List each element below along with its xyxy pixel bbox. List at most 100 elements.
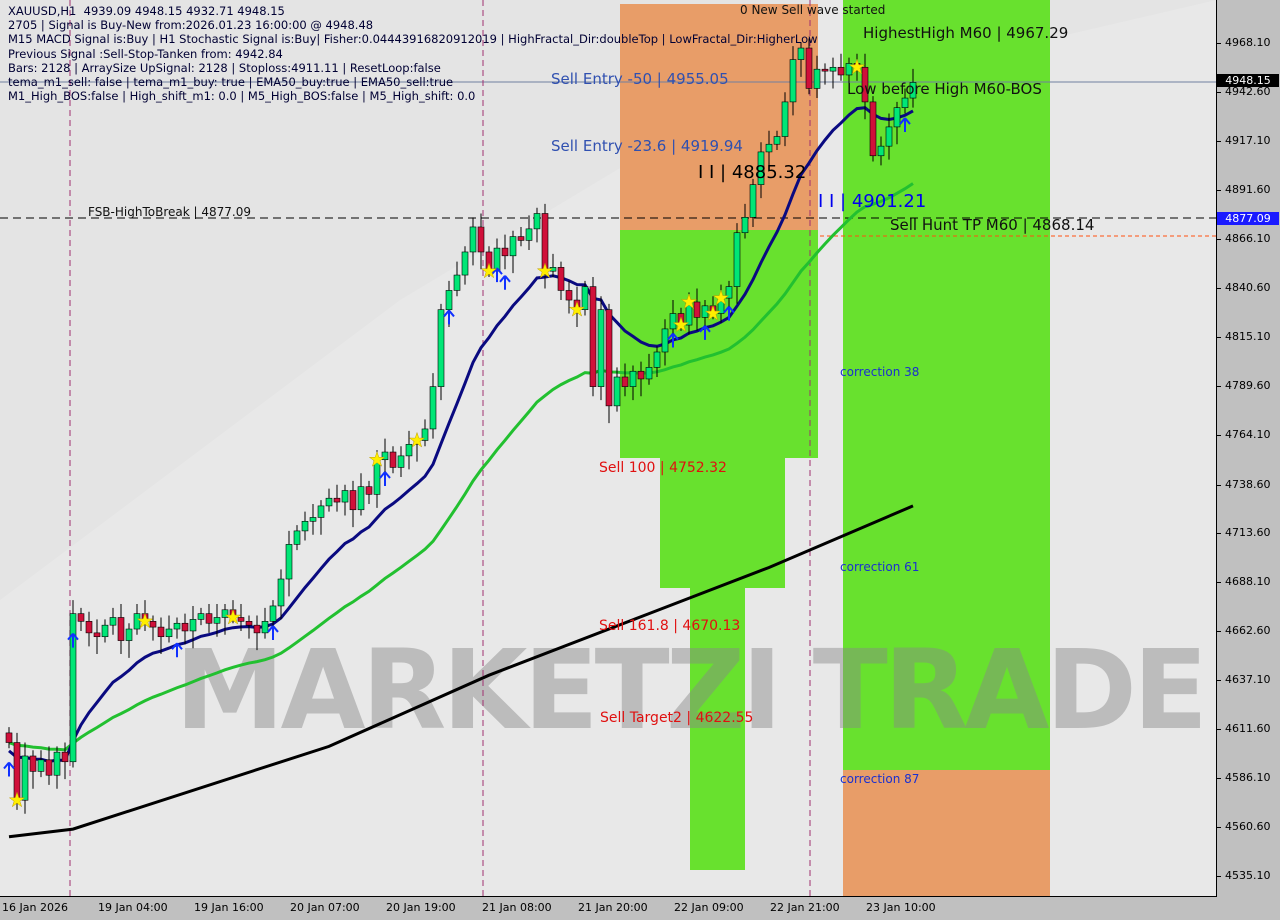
candle	[109, 607, 117, 635]
buy-arrow-icon	[499, 275, 511, 290]
signal-star-icon	[712, 289, 730, 306]
buy-arrow-icon	[699, 325, 711, 340]
candle	[517, 226, 525, 247]
candle-body	[469, 226, 477, 253]
buy-arrow-icon	[171, 642, 183, 658]
candle-body	[877, 145, 885, 157]
level-4901-label: I I | 4901.21	[818, 191, 927, 212]
candle-body	[605, 309, 613, 407]
candle-body	[365, 486, 373, 495]
price-tick-label: 4560.60	[1217, 819, 1271, 833]
candle-body	[341, 490, 349, 503]
candle-body	[829, 66, 837, 72]
candle	[213, 604, 221, 637]
time-tick-label: 21 Jan 08:00	[482, 901, 552, 914]
candle-body	[397, 455, 405, 468]
signal-star-icon	[848, 58, 866, 75]
info-panel: XAUUSD,H1 4939.09 4948.15 4932.71 4948.1…	[8, 4, 818, 103]
candle-body	[197, 613, 205, 620]
buy-arrow-icon	[267, 625, 279, 640]
candle	[125, 623, 133, 658]
sell-entry-236-label: Sell Entry -23.6 | 4919.94	[551, 137, 743, 155]
candle-body	[253, 624, 261, 634]
candle-body	[93, 632, 101, 638]
candle-body	[389, 451, 397, 468]
chart-plot-area[interactable]: MARKETZI TRADE XAUUSD,H1 4939.09 4948.15…	[0, 0, 1217, 897]
candle	[845, 57, 853, 85]
candle-body	[885, 126, 893, 147]
candle-body	[5, 732, 13, 743]
candle-body	[125, 628, 133, 641]
price-tick-label: 4637.10	[1217, 672, 1271, 686]
candle	[597, 296, 605, 401]
price-tick-label: 4688.10	[1217, 574, 1271, 588]
candle-body	[405, 444, 413, 457]
time-axis[interactable]: 16 Jan 2026 19 Jan 04:00 19 Jan 16:00 20 Ja…	[0, 897, 1216, 920]
candle	[253, 615, 261, 651]
price-axis[interactable]: 4968.10 4942.60 4917.10 4891.60 4866.10 4840.…	[1217, 0, 1280, 896]
candle-body	[149, 621, 157, 628]
candle	[765, 130, 773, 170]
info-line: Bars: 2128 | ArraySize UpSignal: 2128 | …	[8, 60, 441, 75]
candle	[429, 373, 437, 439]
candle	[509, 230, 517, 274]
candle	[789, 46, 797, 116]
fib-zone	[690, 588, 745, 870]
fib-zone	[843, 770, 1050, 896]
candle-body	[613, 376, 621, 407]
candle	[461, 246, 469, 285]
fib-zone	[843, 0, 1050, 770]
candle-body	[797, 47, 805, 60]
candle	[637, 361, 645, 397]
candle-body	[245, 621, 253, 626]
candle	[733, 223, 741, 304]
price-tick-label: 4586.10	[1217, 770, 1271, 784]
candle-body	[237, 617, 245, 622]
candle-body	[309, 517, 317, 522]
candle	[293, 525, 301, 551]
candle-body	[565, 290, 573, 301]
candle	[53, 746, 61, 789]
candle	[5, 727, 13, 749]
candle	[77, 607, 85, 631]
candle	[749, 178, 757, 227]
info-line: M15 MACD Signal is:Buy | H1 Stochastic S…	[8, 32, 818, 47]
candle-body	[29, 755, 37, 772]
ema-mid-line	[8, 182, 914, 752]
time-tick-label: 23 Jan 10:00	[866, 901, 936, 914]
candle-body	[621, 376, 629, 387]
sell-hunt-tp-label: Sell Hunt TP M60 | 4868.14	[890, 216, 1095, 234]
candle-body	[669, 313, 677, 330]
time-tick-label: 20 Jan 07:00	[290, 901, 360, 914]
signal-star-icon	[672, 316, 690, 333]
new-sell-wave-label: 0 New Sell wave started	[740, 3, 886, 17]
candle	[117, 604, 125, 655]
candle-body	[589, 286, 597, 387]
candle	[829, 57, 837, 89]
candle	[317, 500, 325, 535]
candle-body	[629, 370, 637, 387]
candle-body	[437, 309, 445, 387]
candle-body	[205, 613, 213, 624]
candle-body	[509, 236, 517, 257]
candle	[797, 42, 805, 77]
candle-body	[53, 751, 61, 776]
price-tick-label: 4738.60	[1217, 477, 1271, 491]
candle	[157, 617, 165, 655]
candle-body	[333, 497, 341, 503]
price-tick-label: 4535.10	[1217, 869, 1271, 882]
candle-body	[821, 68, 829, 72]
candle-body	[837, 66, 845, 76]
current-price-badge: 4948.15	[1217, 74, 1279, 87]
candle-body	[789, 59, 797, 103]
candle	[37, 750, 45, 778]
candle-body	[373, 459, 381, 495]
fib-zone	[660, 458, 785, 588]
candle-body	[637, 370, 645, 380]
candle	[221, 604, 229, 635]
candle-body	[293, 530, 301, 545]
candle-body	[845, 63, 853, 76]
price-tick-label: 4866.10	[1217, 232, 1271, 246]
low-before-high-label: Low before High M60-BOS	[847, 80, 1042, 98]
candle	[725, 280, 733, 312]
